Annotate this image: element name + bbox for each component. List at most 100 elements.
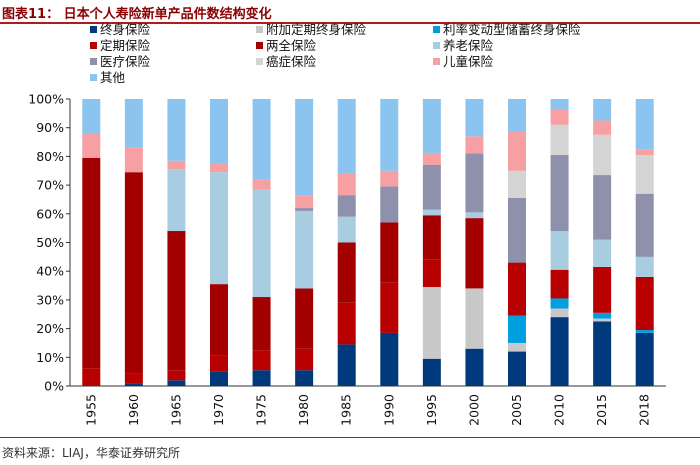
bar-segment bbox=[210, 172, 228, 285]
legend-label: 定期保险 bbox=[100, 38, 151, 53]
bar-segment bbox=[593, 120, 612, 135]
legend-label: 癌症保险 bbox=[266, 54, 317, 69]
bar-segment bbox=[550, 308, 569, 318]
plot-area: 0% 10% 20% 30% 40% 50% 60% 70% 80% 90% 100% 1955 196… bbox=[28, 92, 666, 426]
bar-segment bbox=[124, 147, 143, 173]
bar-segment bbox=[82, 368, 101, 386]
y-tick-label: 70% bbox=[36, 178, 64, 193]
bar-segment bbox=[295, 195, 314, 209]
bar-segment bbox=[252, 297, 271, 351]
legend-label: 医疗保险 bbox=[100, 54, 151, 69]
bar-segment bbox=[252, 99, 271, 180]
x-tick-label: 1990 bbox=[381, 394, 396, 426]
y-tick-label: 20% bbox=[36, 321, 64, 336]
bar-segment bbox=[508, 170, 526, 199]
bar-segment bbox=[635, 332, 654, 386]
bar-segment bbox=[593, 312, 612, 319]
bar-segment bbox=[593, 134, 612, 176]
bar-segment bbox=[210, 371, 228, 386]
bar-segment bbox=[295, 370, 314, 386]
bar-segment bbox=[508, 315, 526, 343]
x-tick-label: 2010 bbox=[552, 394, 567, 426]
bar-segment bbox=[465, 153, 484, 213]
x-tick-label: 1965 bbox=[168, 394, 183, 426]
bar-segment bbox=[422, 153, 441, 166]
bar-segment bbox=[380, 222, 399, 283]
bar-segment bbox=[508, 99, 526, 132]
source-divider bbox=[0, 437, 700, 438]
x-tick-label: 2018 bbox=[637, 394, 652, 426]
bar-segment bbox=[508, 132, 526, 171]
legend-swatch bbox=[90, 42, 97, 49]
bar-segment bbox=[337, 195, 356, 217]
bar-segment bbox=[465, 99, 484, 137]
bar-segment bbox=[295, 348, 314, 371]
bar-segment bbox=[635, 256, 654, 277]
y-tick-label: 30% bbox=[36, 292, 64, 307]
legend-swatch bbox=[256, 58, 263, 65]
legend-swatch bbox=[256, 26, 263, 33]
bar-segment bbox=[422, 259, 441, 287]
x-tick-label: 1955 bbox=[83, 394, 98, 426]
bar-segment bbox=[422, 209, 441, 216]
legend-label: 儿童保险 bbox=[443, 54, 494, 69]
bar-segment bbox=[593, 266, 612, 313]
bar-segment bbox=[593, 239, 612, 267]
bar-segment bbox=[465, 218, 484, 289]
legend-label: 其他 bbox=[100, 70, 126, 85]
legend-label: 附加定期终身保险 bbox=[266, 22, 367, 37]
bar-segment bbox=[465, 348, 484, 386]
x-tick-label: 2005 bbox=[509, 394, 524, 426]
legend-swatch bbox=[90, 58, 97, 65]
bar-segment bbox=[252, 189, 271, 298]
bar-segment bbox=[422, 286, 441, 359]
bar-segment bbox=[593, 175, 612, 240]
legend-swatch bbox=[90, 26, 97, 33]
legend-label: 利率变动型储蓄终身保险 bbox=[443, 22, 581, 37]
source-note: 资料来源：LIAJ，华泰证券研究所 bbox=[2, 446, 180, 460]
bar-segment bbox=[635, 193, 654, 257]
bar-segment bbox=[550, 99, 569, 110]
bar-segment bbox=[210, 355, 228, 372]
bar-segment bbox=[422, 358, 441, 386]
bar-segment bbox=[167, 169, 186, 232]
bar-segment bbox=[380, 170, 399, 187]
bar-segment bbox=[82, 157, 101, 369]
x-tick-label: 1960 bbox=[126, 394, 141, 426]
bar-segment bbox=[380, 99, 399, 171]
bar-segment bbox=[337, 302, 356, 345]
bar-segment bbox=[167, 160, 186, 170]
bar-segment bbox=[508, 262, 526, 316]
bar-segment bbox=[550, 298, 569, 309]
bar-segment bbox=[82, 99, 101, 134]
bar-segment bbox=[252, 179, 271, 190]
bar-segment bbox=[210, 163, 228, 173]
bar-segment bbox=[337, 242, 356, 303]
y-tick-label: 80% bbox=[36, 149, 64, 164]
y-tick-label: 0% bbox=[44, 379, 64, 394]
bar-segment bbox=[380, 282, 399, 333]
title-bar: 图表11： 日本个人寿险新单产品件数结构变化 bbox=[0, 0, 700, 24]
x-tick-label: 1980 bbox=[296, 394, 311, 426]
y-tick-label: 10% bbox=[36, 350, 64, 365]
bar-segment bbox=[124, 99, 143, 148]
y-tick-label: 100% bbox=[28, 92, 64, 107]
y-tick-label: 90% bbox=[36, 120, 64, 135]
bar-segment bbox=[508, 342, 526, 352]
bar-segment bbox=[508, 198, 526, 263]
bar-segment bbox=[593, 318, 612, 322]
x-tick-label: 1975 bbox=[254, 394, 269, 426]
bar-segment bbox=[167, 99, 186, 161]
legend-swatch bbox=[433, 42, 440, 49]
bar-segment bbox=[550, 109, 569, 125]
bar-segment bbox=[124, 172, 143, 374]
bar-segment bbox=[422, 215, 441, 260]
legend-label: 终身保险 bbox=[100, 22, 151, 37]
x-tick-label: 1970 bbox=[211, 394, 226, 426]
bar-segment bbox=[593, 321, 612, 386]
y-tick-label: 60% bbox=[36, 206, 64, 221]
bar-segment bbox=[465, 288, 484, 349]
